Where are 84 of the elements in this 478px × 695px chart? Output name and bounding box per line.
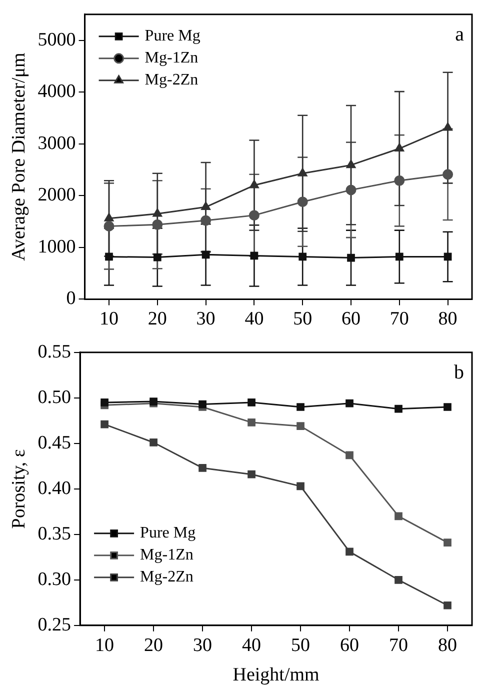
x-tick-label: 70 [389,634,408,656]
point [346,548,354,556]
point [250,180,259,188]
point [152,219,163,230]
x-tick-label: 40 [242,634,262,656]
point [250,252,258,260]
point [443,122,452,131]
annotation: b [454,361,464,384]
point [346,451,354,460]
legend-label: Pure Mg [140,524,196,542]
x-tick-label: 60 [340,634,360,656]
point [200,215,212,226]
point [394,404,402,413]
point [394,143,404,152]
point [394,175,405,186]
point [201,202,210,210]
y-tick-label: 0.25 [38,614,72,636]
x-tick-label: 70 [390,308,409,330]
point [198,464,206,472]
point [298,252,307,261]
y-tick-label: 0 [66,288,76,310]
point [442,169,454,180]
point [104,220,114,232]
point [444,601,452,610]
legend-label: Mg-1Zn [140,546,194,564]
point [248,210,260,221]
legend-label: Mg-2Zn [140,568,194,586]
x-tick-label: 80 [438,634,458,656]
point [394,576,402,584]
y-axis-title: Porosity, ε [8,449,30,529]
point [152,208,162,217]
y-tick-label: 0.40 [38,478,72,499]
legend-label: Mg-1Zn [144,50,198,67]
y-tick-label: 1000 [38,236,76,258]
x-tick-label: 30 [193,634,212,656]
point [202,250,210,259]
point [444,252,452,261]
y-tick-label: 4000 [38,81,76,102]
point [104,213,114,222]
x-tick-label: 60 [342,308,360,330]
y-tick-label: 5000 [38,29,76,50]
legend-label: Pure Mg [144,28,200,45]
x-tick-label: 40 [244,308,264,330]
point [444,538,452,547]
y-tick-label: 0.35 [38,523,72,544]
y-axis-title: Average Pore Diameter/μm [8,52,30,261]
y-tick-label: 2000 [38,184,76,206]
x-tick-label: 30 [196,308,216,330]
x-tick-label: 50 [293,308,312,330]
point [298,168,308,176]
point [100,398,108,406]
annotation: a [455,23,464,46]
point [198,400,206,408]
x-tick-label: 20 [144,634,164,656]
y-tick-label: 0.30 [38,568,72,590]
y-tick-label: 0.55 [38,341,72,362]
x-tick-label: 10 [95,634,114,656]
point [296,482,304,490]
point [248,398,256,406]
point [296,422,304,430]
y-tick-label: 3000 [38,132,76,154]
point [444,403,452,411]
point [150,438,158,446]
y-tick-label: 0.50 [38,386,72,408]
legend-label: Mg-2Zn [144,72,198,89]
point [346,184,356,196]
point [395,252,404,261]
point [100,420,108,428]
x-tick-label: 20 [148,308,167,330]
point [248,470,256,478]
point [346,160,356,168]
point [153,253,162,262]
point [347,254,355,262]
x-tick-label: 50 [291,634,310,656]
point [346,399,354,408]
point [105,252,113,261]
x-tick-label: 10 [100,308,118,330]
point [394,512,402,520]
point [297,196,308,208]
y-tick-label: 0.45 [38,432,72,454]
point [296,403,304,411]
point [248,418,256,426]
x-axis-title: Height/mm [232,664,320,686]
x-tick-label: 80 [438,308,458,330]
